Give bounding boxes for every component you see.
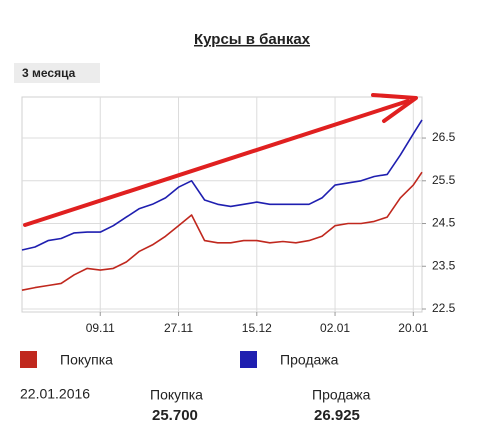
trend-arrow xyxy=(23,93,418,227)
chart-title: Курсы в банках xyxy=(194,31,311,48)
x-tick-label: 20.01 xyxy=(398,321,428,335)
plot-frame xyxy=(21,96,423,313)
series-line xyxy=(21,171,423,291)
legend-swatch xyxy=(20,351,37,368)
series-line xyxy=(21,119,423,251)
legend-swatch xyxy=(240,351,257,368)
y-tick-label: 26.5 xyxy=(432,130,456,144)
legend-label: Покупка xyxy=(60,352,113,368)
summary-label: Покупка xyxy=(150,387,203,403)
y-tick-label: 25.5 xyxy=(432,173,456,187)
x-tick-label: 02.01 xyxy=(320,321,350,335)
y-tick-label: 24.5 xyxy=(432,216,456,230)
x-tick-label: 09.11 xyxy=(86,321,115,335)
summary-date: 22.01.2016 xyxy=(20,386,90,402)
x-tick-label: 27.11 xyxy=(164,321,193,335)
summary-label: Продажа xyxy=(312,387,371,403)
y-tick-label: 23.5 xyxy=(432,258,456,272)
period-tab[interactable] xyxy=(14,63,100,83)
summary-value: 25.700 xyxy=(152,407,198,424)
y-tick-label: 22.5 xyxy=(432,301,456,315)
x-tick-label: 15.12 xyxy=(242,321,272,335)
summary-value: 26.925 xyxy=(314,407,360,424)
legend-label: Продажа xyxy=(280,352,339,368)
period-label[interactable]: 3 месяца xyxy=(22,66,76,80)
